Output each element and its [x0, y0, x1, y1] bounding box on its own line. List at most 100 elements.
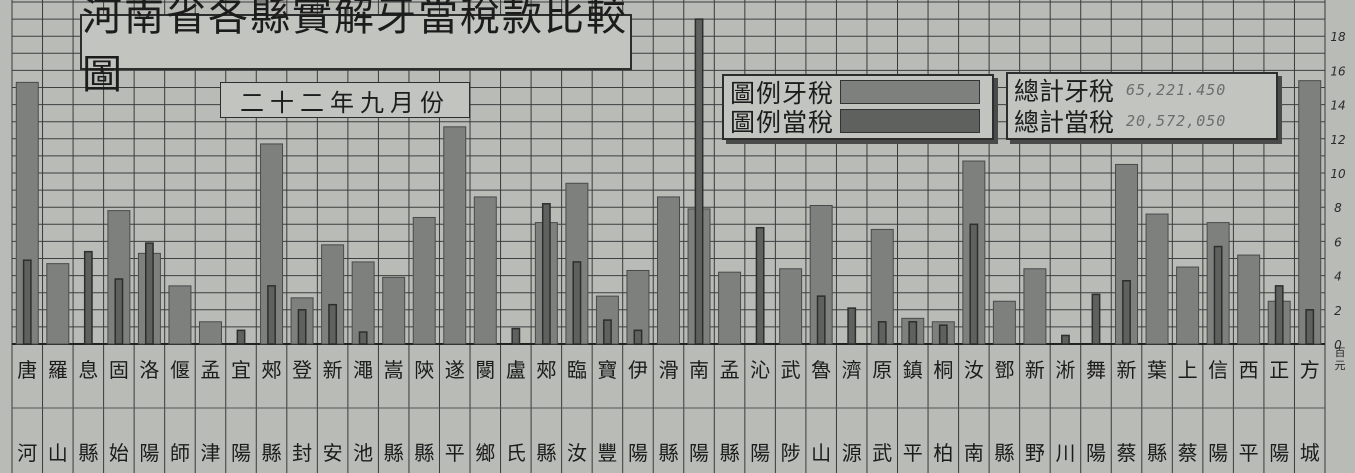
category-label-bottom: 師	[170, 441, 190, 465]
bar-dang-tax	[114, 278, 124, 345]
category-label-top: 固	[109, 358, 129, 382]
chart-title: 河南省各縣實解牙當稅款比較圖	[80, 0, 632, 98]
category-label-bottom: 山	[811, 441, 831, 465]
bar-ya-tax	[198, 321, 222, 345]
category-label-bottom: 城	[1300, 441, 1320, 465]
category-label-top: 新	[1117, 358, 1137, 382]
bar-dang-tax	[816, 295, 826, 345]
chart-subtitle: 二十二年九月份	[220, 82, 470, 118]
bar-ya-tax	[1176, 266, 1200, 345]
category-label-bottom: 封	[292, 441, 312, 465]
legend-label: 圖例牙稅	[730, 79, 835, 108]
legend-item-dang-tax: 圖例當稅	[730, 107, 980, 137]
category-label-bottom: 縣	[262, 441, 282, 465]
category-label-top: 武	[781, 358, 801, 382]
category-label-top: 遂	[445, 358, 465, 382]
y-tick-label: 16	[1330, 64, 1346, 78]
y-tick-label: 12	[1330, 133, 1345, 147]
bar-dang-tax	[1213, 245, 1223, 345]
category-label-top: 息	[78, 358, 98, 382]
category-label-bottom: 陽	[628, 441, 648, 465]
bar-dang-tax	[541, 203, 551, 345]
bar-dang-tax	[144, 242, 154, 345]
total-dang-tax: 總計當稅 20,572,050	[1014, 106, 1227, 137]
total-label: 總計牙稅	[1014, 77, 1115, 106]
category-label-bottom: 縣	[659, 441, 679, 465]
category-label-top: 淅	[1055, 358, 1075, 382]
bar-dang-tax	[969, 223, 979, 345]
bar-ya-tax	[718, 271, 742, 345]
category-label-bottom: 陽	[1269, 441, 1289, 465]
bar-dang-tax	[83, 250, 93, 345]
category-label-top: 滑	[659, 358, 679, 382]
bar-dang-tax	[236, 329, 246, 345]
category-label-bottom: 山	[48, 441, 68, 465]
bar-dang-tax	[908, 321, 918, 345]
bar-dang-tax	[358, 331, 368, 345]
total-ya-tax: 總計牙稅 65,221.450	[1014, 75, 1226, 106]
category-label-top: 沁	[750, 358, 770, 382]
total-value: 20,572,050	[1126, 112, 1227, 130]
bar-ya-tax	[1298, 80, 1322, 345]
bar-ya-tax	[779, 268, 803, 345]
category-label-bottom: 野	[1025, 441, 1045, 465]
bar-dang-tax	[1274, 285, 1284, 345]
category-label-bottom: 鄉	[475, 441, 495, 465]
category-label-top: 臨	[567, 358, 587, 382]
category-label-top: 方	[1300, 358, 1320, 382]
bar-dang-tax	[633, 329, 643, 345]
category-label-top: 登	[292, 358, 312, 382]
category-label-bottom: 武	[872, 441, 892, 465]
bar-ya-tax	[1237, 254, 1261, 345]
category-label-top: 鎮	[903, 358, 923, 382]
category-label-bottom: 陟	[781, 441, 801, 465]
legend-swatch	[840, 109, 980, 133]
bar-dang-tax	[877, 321, 887, 345]
category-label-top: 新	[1025, 358, 1045, 382]
category-label-top: 盧	[506, 358, 526, 382]
category-label-top: 郟	[536, 358, 556, 382]
category-label-bottom: 陽	[1086, 441, 1106, 465]
totals-box: 總計牙稅 65,221.450 總計當稅 20,572,050	[1006, 72, 1278, 140]
category-label-top: 濟	[842, 358, 862, 382]
bar-dang-tax	[755, 226, 765, 345]
category-label-top: 西	[1239, 358, 1259, 382]
legend: 圖例牙稅 圖例當稅	[722, 74, 994, 140]
category-label-bottom: 源	[842, 441, 862, 465]
category-label-bottom: 平	[1239, 441, 1259, 465]
y-tick-label: 4	[1334, 270, 1342, 284]
bar-dang-tax	[1091, 293, 1101, 345]
category-label-top: 正	[1269, 358, 1289, 382]
category-label-top: 寶	[597, 358, 617, 382]
bar-dang-tax	[267, 285, 276, 345]
category-label-bottom: 縣	[994, 441, 1014, 465]
bar-ya-tax	[1023, 268, 1047, 345]
y-tick-label: 0	[1334, 338, 1342, 352]
category-label-bottom: 縣	[1147, 441, 1167, 465]
category-label-bottom: 縣	[384, 441, 404, 465]
category-label-top: 上	[1178, 358, 1198, 382]
legend-swatch	[840, 80, 980, 104]
bar-dang-tax	[694, 18, 704, 345]
category-label-bottom: 始	[109, 441, 129, 465]
bar-dang-tax	[328, 303, 338, 345]
bar-dang-tax	[511, 327, 521, 345]
bar-ya-tax	[382, 276, 406, 345]
bar-ya-tax	[412, 216, 436, 345]
bar-dang-tax	[938, 324, 948, 345]
bar-ya-tax	[473, 196, 497, 345]
category-label-bottom: 池	[353, 441, 373, 465]
category-label-bottom: 南	[964, 441, 984, 465]
category-label-bottom: 平	[445, 441, 465, 465]
bar-dang-tax	[22, 259, 32, 345]
category-label-top: 舞	[1086, 358, 1106, 382]
y-unit-label: 百	[1335, 346, 1346, 359]
category-label-top: 南	[689, 358, 709, 382]
category-label-bottom: 蔡	[1117, 441, 1137, 465]
category-label-top: 郟	[262, 358, 282, 382]
category-label-top: 孟	[200, 358, 220, 382]
category-label-top: 孟	[720, 358, 740, 382]
category-label-top: 葉	[1147, 358, 1167, 382]
category-label-bottom: 縣	[536, 441, 556, 465]
category-label-bottom: 陽	[1208, 441, 1228, 465]
